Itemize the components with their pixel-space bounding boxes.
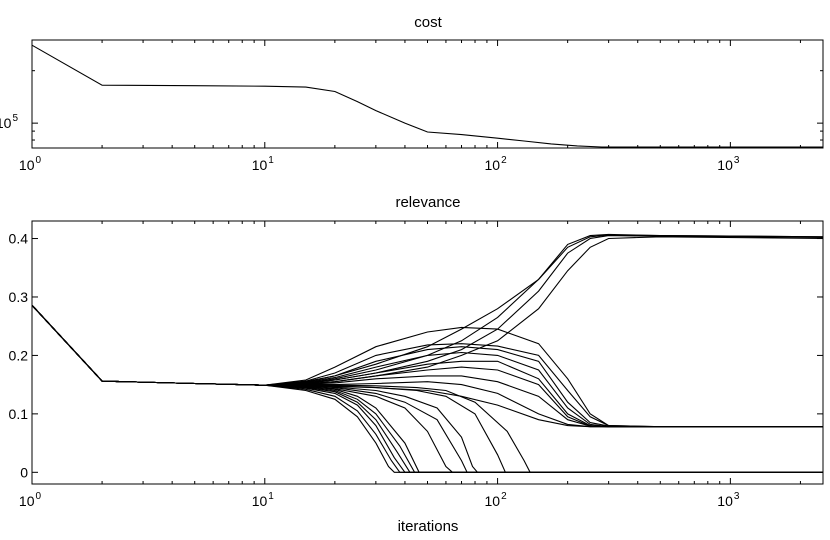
y-tick-label: 0	[20, 464, 28, 480]
y-tick-label: 105	[0, 113, 18, 131]
x-tick-label-exponent: 1	[268, 155, 274, 166]
x-tick-label-exponent: 0	[36, 491, 42, 502]
relevance-series-line-8	[31, 304, 823, 428]
cost-series-line-0	[31, 44, 823, 148]
relevance-plot-frame	[31, 220, 824, 485]
relevance-series-line-7	[31, 304, 823, 428]
y-tick-label: 0.4	[9, 231, 29, 247]
cost-ticks-group: 100101102103105	[0, 39, 823, 173]
x-tick-label: 103	[717, 155, 740, 173]
relevance-series-line-12	[31, 304, 823, 428]
x-axis-label: iterations	[398, 518, 459, 535]
relevance-series-group	[31, 233, 824, 473]
relevance-series-line-3	[31, 236, 824, 386]
x-tick-label-exponent: 2	[501, 491, 507, 502]
x-tick-label: 101	[252, 491, 275, 509]
relevance-series-line-23	[31, 304, 823, 473]
y-tick-label-exponent: 5	[12, 113, 18, 124]
relevance-chart-title: relevance	[395, 194, 460, 211]
relevance-series-line-0	[31, 234, 824, 386]
x-tick-label-exponent: 2	[501, 155, 507, 166]
y-tick-label: 0.1	[9, 406, 29, 422]
x-tick-label-exponent: 3	[734, 491, 740, 502]
y-tick-label: 0.3	[9, 289, 29, 305]
relevance-series-line-5	[31, 304, 823, 428]
x-tick-label: 102	[485, 155, 508, 173]
x-tick-label-exponent: 3	[734, 155, 740, 166]
x-tick-label: 101	[252, 155, 275, 173]
x-tick-label: 100	[19, 491, 42, 509]
relevance-series-line-4	[31, 304, 823, 428]
relevance-series-line-2	[31, 235, 824, 386]
x-tick-label-exponent: 0	[36, 155, 42, 166]
cost-chart-title: cost	[414, 14, 442, 31]
relevance-series-line-6	[31, 304, 823, 428]
x-tick-label-exponent: 1	[268, 491, 274, 502]
x-tick-label: 102	[485, 491, 508, 509]
x-tick-label: 103	[717, 491, 740, 509]
relevance-series-line-11	[31, 304, 823, 428]
cost-panel: cost 100101102103105	[0, 14, 824, 173]
relevance-series-line-10	[31, 304, 823, 428]
x-tick-label: 100	[19, 155, 42, 173]
relevance-series-line-9	[31, 304, 823, 428]
y-tick-label: 0.2	[9, 347, 29, 363]
cost-series-group	[31, 44, 823, 148]
relevance-series-line-1	[31, 233, 824, 386]
